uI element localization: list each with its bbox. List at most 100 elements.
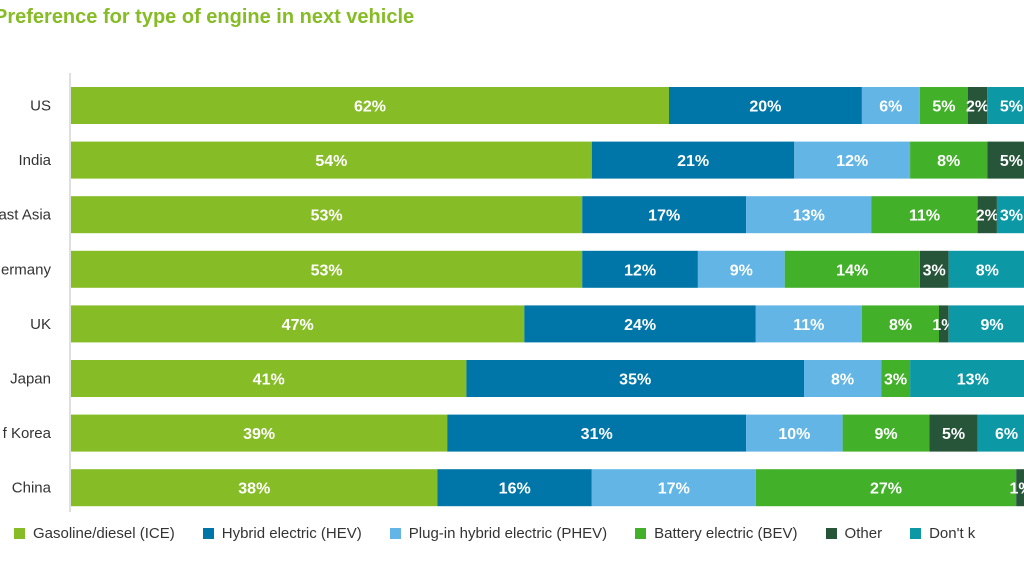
value-label-japan-hybrid-electric-hev: 35% <box>619 372 651 389</box>
legend-swatch <box>910 528 922 539</box>
value-label-republic-of-korea-don-t-know: 6% <box>995 426 1018 443</box>
value-label-japan-plug-in-hybrid-electric-phev: 8% <box>831 372 854 389</box>
bar-japan-plug-in-hybrid-electric-phev <box>804 360 882 397</box>
bar-southeast-asia-don-t-know <box>996 196 1024 234</box>
legend-swatch <box>202 528 214 539</box>
bar-india-hybrid-electric-hev <box>591 141 795 179</box>
bar-republic-of-korea-other <box>929 414 978 452</box>
bar-uk-gasoline-diesel-ice <box>71 305 525 343</box>
value-label-india-other: 5% <box>1000 153 1023 170</box>
bar-uk-battery-electric-bev <box>861 305 940 343</box>
value-label-uk-battery-electric-bev: 8% <box>889 317 912 334</box>
bar-southeast-asia-hybrid-electric-hev <box>582 196 747 234</box>
legend-label: Battery electric (BEV) <box>654 525 798 542</box>
bar-india-gasoline-diesel-ice <box>71 141 592 179</box>
bar-us-other <box>968 87 988 124</box>
legend-item-hybrid-electric-hev: Hybrid electric (HEV) <box>202 525 362 542</box>
bar-us-battery-electric-bev <box>919 87 968 124</box>
chart-legend: Gasoline/diesel (ICE) Hybrid electric (HE… <box>14 525 1003 542</box>
bar-us-hybrid-electric-hev <box>669 87 862 124</box>
value-label-republic-of-korea-hybrid-electric-hev: 31% <box>581 426 613 443</box>
bar-republic-of-korea-don-t-know <box>977 414 1024 452</box>
value-label-india-plug-in-hybrid-electric-phev: 12% <box>836 153 868 170</box>
category-label-republic-of-korea: f Korea <box>3 425 52 442</box>
value-label-southeast-asia-don-t-know: 3% <box>1000 208 1023 225</box>
legend-item-don-t-know: Don't k <box>910 525 975 542</box>
bar-republic-of-korea-plug-in-hybrid-electric-phev <box>746 414 843 452</box>
category-label-germany: ermany <box>1 261 52 278</box>
bar-southeast-asia-gasoline-diesel-ice <box>71 196 583 234</box>
bar-china-hybrid-electric-hev <box>437 469 592 507</box>
bar-germany-hybrid-electric-hev <box>582 250 698 288</box>
bar-germany-don-t-know <box>948 250 1024 288</box>
bar-germany-plug-in-hybrid-electric-phev <box>697 250 785 288</box>
bar-germany-gasoline-diesel-ice <box>71 250 583 288</box>
value-label-republic-of-korea-battery-electric-bev: 9% <box>874 426 897 443</box>
bar-southeast-asia-battery-electric-bev <box>871 196 978 234</box>
value-label-china-battery-electric-bev: 27% <box>870 481 902 498</box>
value-label-us-battery-electric-bev: 5% <box>932 99 955 116</box>
value-label-us-don-t-know: 5% <box>1000 99 1023 116</box>
value-label-india-hybrid-electric-hev: 21% <box>677 153 709 170</box>
value-label-germany-hybrid-electric-hev: 12% <box>624 262 656 279</box>
value-label-republic-of-korea-gasoline-diesel-ice: 39% <box>243 426 275 443</box>
legend-swatch <box>635 528 647 539</box>
value-label-southeast-asia-hybrid-electric-hev: 17% <box>648 208 680 225</box>
bar-india-battery-electric-bev <box>910 141 988 179</box>
legend-label: Hybrid electric (HEV) <box>221 525 362 542</box>
value-label-germany-battery-electric-bev: 14% <box>836 262 868 279</box>
bar-republic-of-korea-hybrid-electric-hev <box>447 414 747 452</box>
value-label-india-gasoline-diesel-ice: 54% <box>315 153 347 170</box>
category-label-china: China <box>12 480 52 497</box>
value-label-uk-don-t-know: 9% <box>981 317 1004 334</box>
value-label-us-gasoline-diesel-ice: 62% <box>354 99 386 116</box>
bar-japan-hybrid-electric-hev <box>466 360 804 397</box>
value-label-us-plug-in-hybrid-electric-phev: 6% <box>879 99 902 116</box>
category-label-india: India <box>18 152 51 169</box>
legend-item-battery-electric-bev: Battery electric (BEV) <box>635 525 798 542</box>
bar-japan-gasoline-diesel-ice <box>71 360 467 397</box>
bar-germany-battery-electric-bev <box>784 250 920 288</box>
bar-republic-of-korea-gasoline-diesel-ice <box>71 414 448 452</box>
value-label-china-hybrid-electric-hev: 16% <box>499 481 531 498</box>
chart-title: Preference for type of engine in next ve… <box>0 6 415 28</box>
category-label-uk: UK <box>30 316 51 333</box>
bar-japan-don-t-know <box>910 360 1024 397</box>
bar-uk-plug-in-hybrid-electric-phev <box>755 305 862 343</box>
bar-us-gasoline-diesel-ice <box>71 87 669 124</box>
category-label-southeast-asia: ast Asia <box>0 207 52 224</box>
value-label-germany-don-t-know: 8% <box>976 262 999 279</box>
value-label-japan-battery-electric-bev: 3% <box>884 372 907 389</box>
bar-china-other <box>1016 469 1024 507</box>
bar-republic-of-korea-battery-electric-bev <box>842 414 930 452</box>
value-label-china-plug-in-hybrid-electric-phev: 17% <box>658 481 690 498</box>
value-label-us-hybrid-electric-hev: 20% <box>749 99 781 116</box>
bar-japan-battery-electric-bev <box>881 360 911 397</box>
value-label-republic-of-korea-plug-in-hybrid-electric-phev: 10% <box>778 426 810 443</box>
value-label-uk-hybrid-electric-hev: 24% <box>624 317 656 334</box>
value-label-germany-plug-in-hybrid-electric-phev: 9% <box>730 262 753 279</box>
bar-us-don-t-know <box>987 87 1024 124</box>
bar-us-plug-in-hybrid-electric-phev <box>861 87 920 124</box>
value-label-uk-gasoline-diesel-ice: 47% <box>282 317 314 334</box>
value-label-china-gasoline-diesel-ice: 38% <box>238 481 270 498</box>
legend-item-other: Other <box>825 525 882 542</box>
bar-germany-other <box>919 250 949 288</box>
bar-china-battery-electric-bev <box>755 469 1017 507</box>
category-label-us: US <box>30 98 51 115</box>
value-label-southeast-asia-plug-in-hybrid-electric-phev: 13% <box>793 208 825 225</box>
bar-china-gasoline-diesel-ice <box>71 469 438 507</box>
legend-label: Plug-in hybrid electric (PHEV) <box>408 525 608 542</box>
value-label-uk-plug-in-hybrid-electric-phev: 11% <box>793 317 824 334</box>
bar-southeast-asia-other <box>977 196 997 234</box>
bar-uk-hybrid-electric-hev <box>524 305 756 343</box>
value-label-germany-other: 3% <box>923 262 946 279</box>
legend-label: Gasoline/diesel (ICE) <box>33 525 175 542</box>
value-label-japan-don-t-know: 13% <box>957 372 989 389</box>
legend-item-gasoline-diesel-ice: Gasoline/diesel (ICE) <box>14 525 175 542</box>
bar-southeast-asia-plug-in-hybrid-electric-phev <box>746 196 872 234</box>
value-label-southeast-asia-other: 2% <box>976 208 999 225</box>
bar-uk-other <box>939 305 949 343</box>
value-label-india-battery-electric-bev: 8% <box>937 153 960 170</box>
